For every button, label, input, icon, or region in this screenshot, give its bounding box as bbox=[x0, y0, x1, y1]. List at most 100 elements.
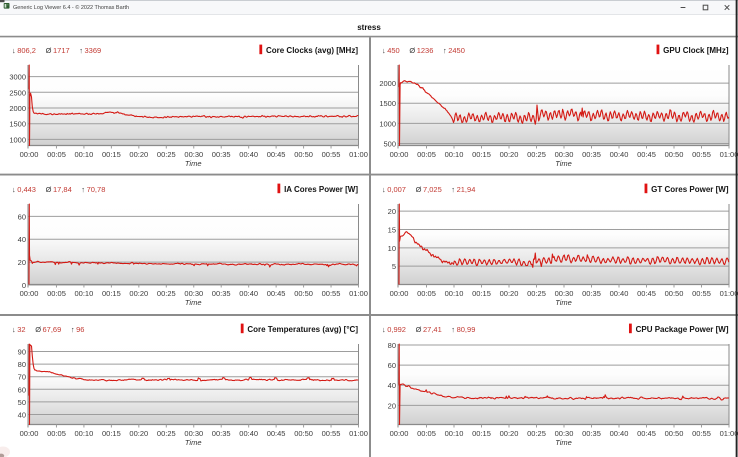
svg-text:00:45: 00:45 bbox=[637, 150, 656, 159]
svg-text:00:25: 00:25 bbox=[527, 429, 546, 438]
svg-text:806,2: 806,2 bbox=[17, 46, 36, 55]
svg-text:00:20: 00:20 bbox=[500, 429, 519, 438]
svg-text:80,99: 80,99 bbox=[457, 325, 476, 334]
svg-text:00:25: 00:25 bbox=[157, 429, 176, 438]
svg-text:CPU Package Power [W]: CPU Package Power [W] bbox=[636, 325, 729, 334]
svg-text:00:00: 00:00 bbox=[20, 150, 39, 159]
svg-text:00:10: 00:10 bbox=[445, 289, 464, 298]
svg-text:00:15: 00:15 bbox=[472, 429, 491, 438]
svg-text:2000: 2000 bbox=[9, 104, 26, 113]
svg-text:01:00: 01:00 bbox=[349, 429, 368, 438]
svg-text:0,992: 0,992 bbox=[387, 325, 406, 334]
svg-text:↓: ↓ bbox=[12, 185, 16, 194]
svg-text:Core Temperatures (avg) [°C]: Core Temperatures (avg) [°C] bbox=[247, 325, 358, 334]
svg-text:↑: ↑ bbox=[81, 185, 85, 194]
svg-text:Time: Time bbox=[185, 159, 202, 168]
svg-text:00:35: 00:35 bbox=[212, 150, 231, 159]
svg-text:5: 5 bbox=[392, 262, 396, 271]
svg-text:80: 80 bbox=[18, 360, 26, 369]
svg-text:00:40: 00:40 bbox=[239, 289, 258, 298]
svg-text:00:35: 00:35 bbox=[582, 289, 601, 298]
svg-text:00:45: 00:45 bbox=[637, 429, 656, 438]
svg-text:00:20: 00:20 bbox=[129, 429, 148, 438]
svg-text:60: 60 bbox=[18, 385, 26, 394]
svg-text:00:35: 00:35 bbox=[212, 429, 231, 438]
svg-text:IA Cores Power [W]: IA Cores Power [W] bbox=[284, 185, 358, 194]
svg-text:40: 40 bbox=[18, 235, 26, 244]
svg-text:00:20: 00:20 bbox=[500, 289, 519, 298]
svg-text:20: 20 bbox=[388, 207, 396, 216]
svg-text:Time: Time bbox=[185, 298, 202, 307]
svg-text:00:30: 00:30 bbox=[555, 429, 574, 438]
svg-text:70: 70 bbox=[18, 373, 26, 382]
svg-text:00:10: 00:10 bbox=[75, 429, 94, 438]
svg-text:00:30: 00:30 bbox=[184, 429, 203, 438]
svg-text:60: 60 bbox=[18, 212, 26, 221]
svg-text:Ø: Ø bbox=[409, 46, 415, 55]
svg-text:Ø: Ø bbox=[46, 185, 52, 194]
svg-text:00:40: 00:40 bbox=[239, 150, 258, 159]
svg-text:01:00: 01:00 bbox=[349, 289, 368, 298]
svg-text:00:05: 00:05 bbox=[47, 429, 66, 438]
svg-text:00:15: 00:15 bbox=[472, 150, 491, 159]
svg-text:00:40: 00:40 bbox=[610, 150, 629, 159]
svg-text:00:20: 00:20 bbox=[129, 150, 148, 159]
svg-text:80: 80 bbox=[388, 341, 396, 350]
svg-text:00:05: 00:05 bbox=[47, 150, 66, 159]
svg-text:00:20: 00:20 bbox=[129, 289, 148, 298]
svg-text:↑: ↑ bbox=[71, 325, 75, 334]
svg-text:00:15: 00:15 bbox=[472, 289, 491, 298]
svg-text:00:50: 00:50 bbox=[665, 150, 684, 159]
svg-text:↓: ↓ bbox=[382, 46, 386, 55]
svg-text:Time: Time bbox=[555, 438, 572, 447]
svg-text:00:45: 00:45 bbox=[637, 289, 656, 298]
svg-text:Time: Time bbox=[555, 159, 572, 168]
svg-text:00:35: 00:35 bbox=[582, 429, 601, 438]
svg-text:00:25: 00:25 bbox=[157, 289, 176, 298]
svg-text:00:45: 00:45 bbox=[267, 150, 286, 159]
svg-text:50: 50 bbox=[18, 398, 26, 407]
svg-text:00:30: 00:30 bbox=[184, 150, 203, 159]
svg-text:Core Clocks (avg) [MHz]: Core Clocks (avg) [MHz] bbox=[266, 46, 358, 55]
svg-text:1717: 1717 bbox=[53, 46, 70, 55]
svg-text:3000: 3000 bbox=[9, 73, 26, 82]
svg-text:00:10: 00:10 bbox=[445, 150, 464, 159]
svg-text:Ø: Ø bbox=[416, 185, 422, 194]
svg-text:00:00: 00:00 bbox=[390, 429, 409, 438]
svg-text:↓: ↓ bbox=[382, 325, 386, 334]
svg-text:00:15: 00:15 bbox=[102, 429, 121, 438]
svg-text:20: 20 bbox=[18, 258, 26, 267]
svg-text:00:15: 00:15 bbox=[102, 150, 121, 159]
svg-text:01:00: 01:00 bbox=[720, 289, 738, 298]
svg-text:1500: 1500 bbox=[379, 99, 396, 108]
svg-text:500: 500 bbox=[383, 140, 396, 149]
svg-text:01:00: 01:00 bbox=[720, 150, 738, 159]
svg-text:stress: stress bbox=[357, 23, 381, 32]
svg-text:00:00: 00:00 bbox=[20, 429, 39, 438]
svg-text:↑: ↑ bbox=[443, 46, 447, 55]
svg-text:1236: 1236 bbox=[417, 46, 434, 55]
svg-text:1500: 1500 bbox=[9, 120, 26, 129]
svg-text:0,443: 0,443 bbox=[17, 185, 36, 194]
svg-text:0,007: 0,007 bbox=[387, 185, 406, 194]
svg-text:00:30: 00:30 bbox=[555, 150, 574, 159]
svg-text:00:15: 00:15 bbox=[102, 289, 121, 298]
svg-text:00:10: 00:10 bbox=[445, 429, 464, 438]
svg-text:↓: ↓ bbox=[382, 185, 386, 194]
svg-text:00:50: 00:50 bbox=[294, 429, 313, 438]
svg-text:00:55: 00:55 bbox=[322, 289, 341, 298]
svg-text:17,84: 17,84 bbox=[53, 185, 72, 194]
svg-text:00:40: 00:40 bbox=[610, 289, 629, 298]
svg-text:00:45: 00:45 bbox=[267, 289, 286, 298]
svg-text:00:10: 00:10 bbox=[75, 289, 94, 298]
svg-text:00:05: 00:05 bbox=[47, 289, 66, 298]
svg-text:GT Cores Power [W]: GT Cores Power [W] bbox=[651, 185, 729, 194]
svg-text:70,78: 70,78 bbox=[87, 185, 106, 194]
svg-text:15: 15 bbox=[388, 226, 396, 235]
svg-text:20: 20 bbox=[388, 401, 396, 410]
svg-text:7,025: 7,025 bbox=[423, 185, 442, 194]
svg-text:10: 10 bbox=[388, 244, 396, 253]
svg-text:↓: ↓ bbox=[12, 46, 16, 55]
svg-text:00:20: 00:20 bbox=[500, 150, 519, 159]
svg-text:00:00: 00:00 bbox=[390, 289, 409, 298]
